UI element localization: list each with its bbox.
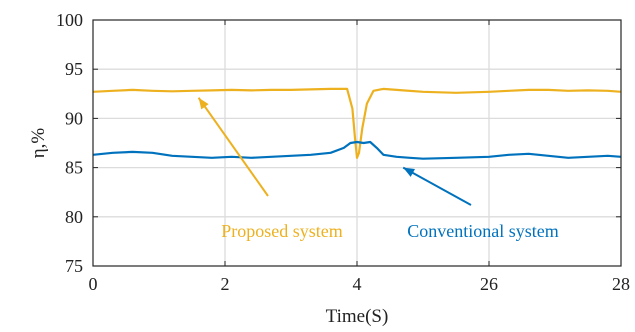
conventional-system-arrow	[402, 166, 472, 206]
x-tick-label: 26	[480, 274, 498, 294]
y-tick-label: 85	[65, 158, 83, 178]
y-tick-label: 95	[65, 59, 83, 79]
series-group	[92, 87, 622, 160]
x-tick-label: 4	[353, 274, 362, 294]
x-tick-label: 28	[612, 274, 630, 294]
y-tick-label: 80	[65, 207, 83, 227]
y-tick-label: 75	[65, 256, 83, 276]
proposed-system-label: Proposed system	[221, 221, 343, 241]
annotations: Proposed system Conventional system	[197, 97, 559, 241]
y-tick-label: 90	[65, 108, 83, 128]
y-axis-label: η,%	[28, 128, 49, 159]
proposed-system-arrow	[197, 97, 269, 197]
x-axis-label: Time(S)	[326, 306, 389, 327]
x-tick-label: 2	[221, 274, 230, 294]
conventional-system-arrowhead	[403, 167, 416, 177]
conventional-system-line	[92, 140, 622, 160]
conventional-system-label: Conventional system	[407, 221, 559, 241]
proposed-system-arrowhead	[198, 97, 209, 110]
x-tick-label: 0	[89, 274, 98, 294]
y-tick-label: 100	[56, 10, 83, 30]
proposed-system-line	[92, 87, 622, 159]
